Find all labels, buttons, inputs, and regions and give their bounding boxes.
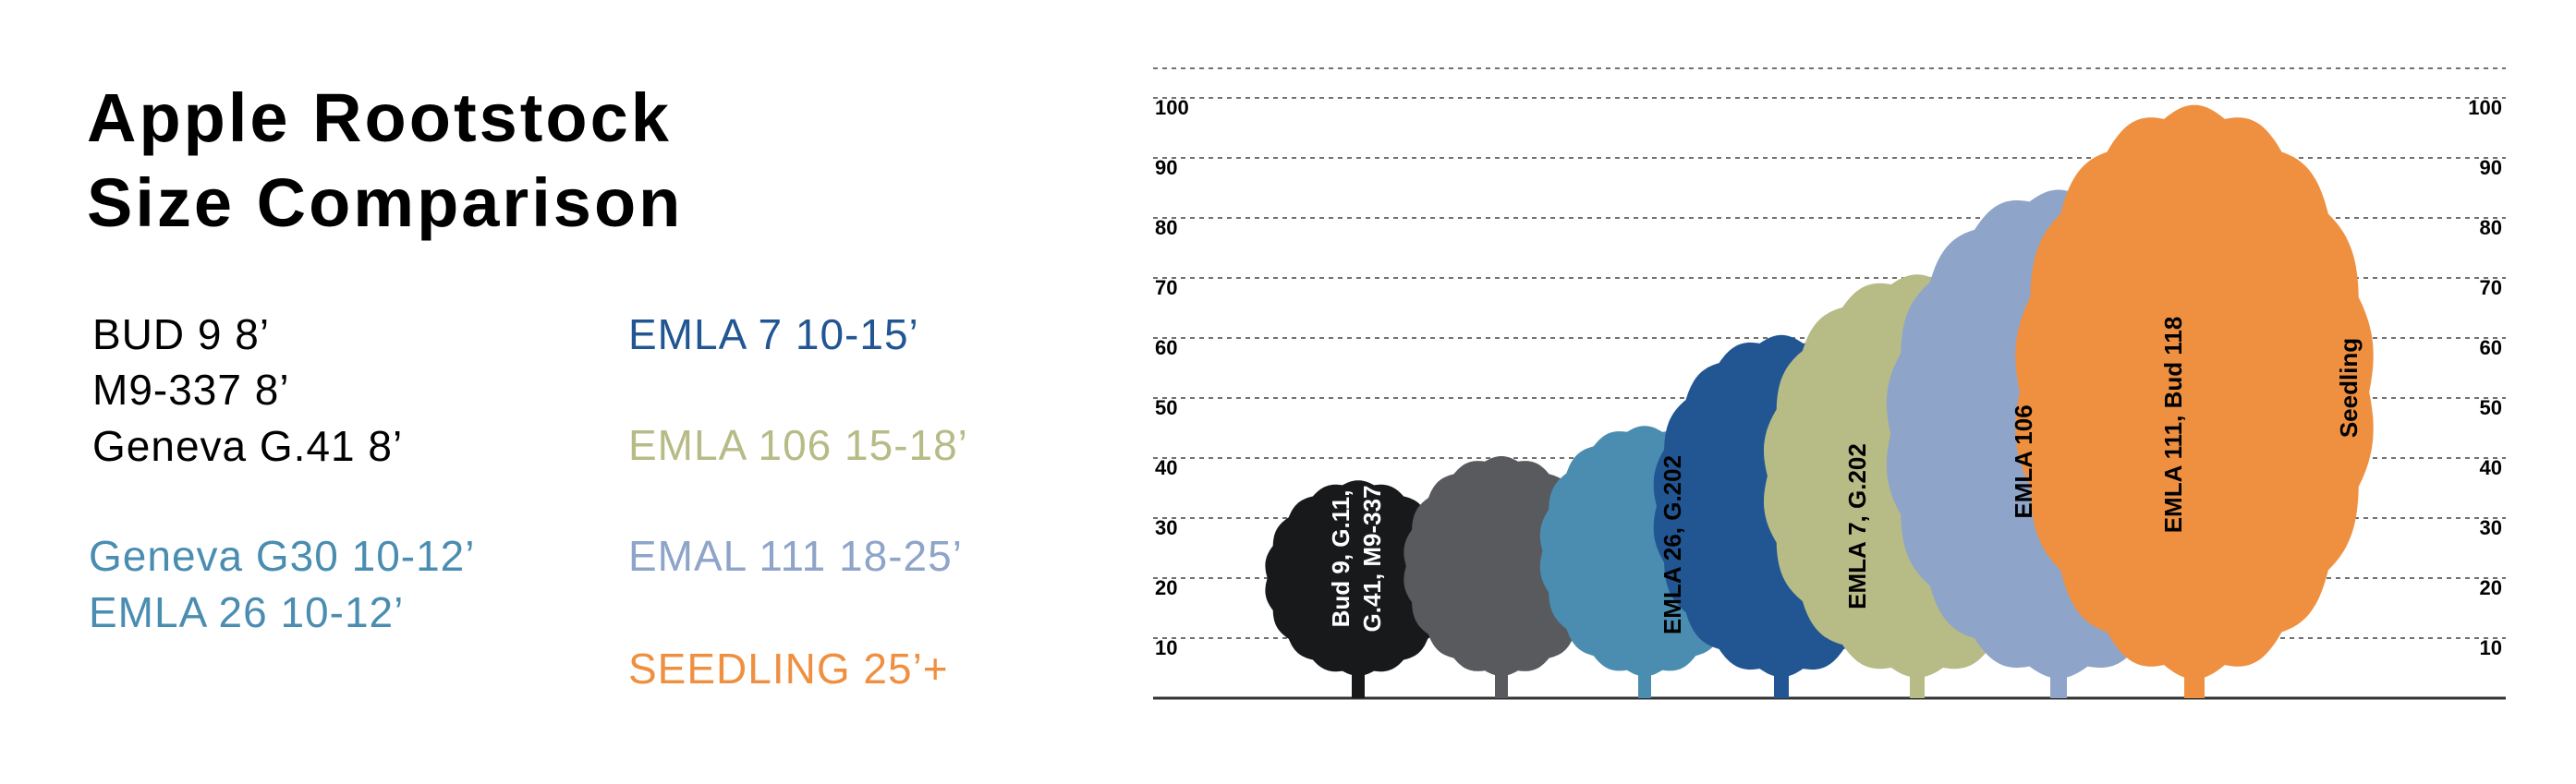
legend-item: EMLA 26 10-12’ [89,588,405,636]
legend-item: Geneva G30 10-12’ [89,532,476,580]
tick-label-right: 10 [2480,636,2502,659]
chart-title: Apple Rootstock Size Comparison [87,76,683,246]
legend-item: EMAL 111 18-25’ [628,532,963,580]
tick-label-right: 50 [2480,396,2502,419]
tick-label-left: 100 [1155,96,1189,119]
title-line-2: Size Comparison [87,164,684,241]
tree-label: Seedling [2335,338,2363,438]
legend-item: M9-337 8’ [92,366,290,414]
tree-label: G.41, M9-337 [1358,486,1386,633]
tick-label-right: 20 [2480,576,2502,599]
tree-label: EMLA 106 [2010,404,2037,518]
legend-item: Geneva G.41 8’ [92,422,404,470]
legend-item: SEEDLING 25’+ [628,645,949,693]
tick-label-left: 90 [1155,156,1177,179]
tick-label-left: 60 [1155,336,1177,359]
legend-item: EMLA 106 15-18’ [628,421,968,469]
tree-marks: Bud 9, G.11, G.41, M9-337 EMLA 26, G.202 EM… [1265,104,2374,698]
legend-item: EMLA 7 10-15’ [628,310,919,358]
tree-label: EMLA 7, G.202 [1843,443,1871,609]
tick-label-left: 10 [1155,636,1177,659]
tick-label-left: 80 [1155,216,1177,239]
tick-label-right: 30 [2480,516,2502,539]
tree-label: EMLA 111, Bud 118 [2159,317,2187,534]
legend-item: BUD 9 8’ [92,310,271,358]
tick-label-right: 90 [2480,156,2502,179]
tick-label-left: 40 [1155,456,1177,479]
tick-label-right: 40 [2480,456,2502,479]
tick-label-left: 20 [1155,576,1177,599]
tick-labels: 10 10 20 20 30 30 40 40 50 50 60 60 70 70 80 80 90 90 100 1… [1155,96,2502,659]
tick-label-right: 70 [2480,276,2502,299]
title-line-1: Apple Rootstock [87,79,672,156]
tree-label: EMLA 26, G.202 [1659,455,1686,634]
tick-label-right: 80 [2480,216,2502,239]
tree-canopy [1265,480,1452,676]
tree-canopy [2015,104,2374,680]
tick-label-left: 50 [1155,396,1177,419]
tick-label-right: 100 [2468,96,2502,119]
tree-label: Bud 9, G.11, [1327,490,1355,628]
tick-label-left: 30 [1155,516,1177,539]
tick-label-right: 60 [2480,336,2502,359]
tick-label-left: 70 [1155,276,1177,299]
